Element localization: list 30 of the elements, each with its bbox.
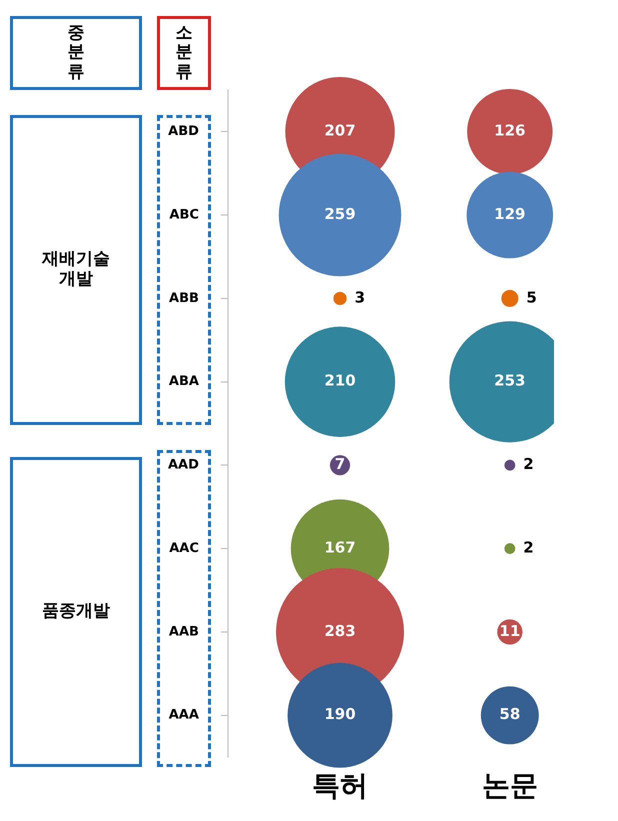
data-label: 283 (324, 622, 356, 640)
text: 품종개발 (42, 601, 110, 622)
category-label: AAA (168, 708, 199, 723)
category-label: AAD (168, 458, 200, 473)
category-label: AAC (169, 540, 199, 556)
data-label: 2 (523, 538, 534, 556)
data-label: 253 (494, 372, 526, 390)
data-label: 58 (499, 705, 520, 724)
category-label: ABC (169, 207, 199, 222)
data-label: 2 (523, 455, 534, 474)
text: 중분류 (66, 22, 86, 82)
data-label: 7 (334, 455, 346, 474)
text: 소분류 (174, 22, 194, 82)
category-label: ABB (169, 290, 199, 306)
data-label: 190 (324, 705, 356, 724)
category-label: ABD (168, 124, 200, 140)
data-label: 259 (324, 204, 356, 223)
data-label: 5 (526, 288, 537, 306)
series-label: 논문 (482, 769, 538, 802)
data-label: 3 (354, 288, 366, 306)
data-label: 126 (494, 122, 526, 140)
data-label: 167 (324, 538, 356, 556)
category-label: ABA (168, 374, 199, 390)
series-label: 특허 (312, 769, 368, 802)
data-label: 210 (324, 372, 356, 390)
category-label: AAB (168, 624, 199, 640)
text: 재배기술개발 (40, 249, 111, 290)
data-label: 11 (499, 622, 520, 640)
data-label: 207 (324, 122, 356, 140)
data-label: 129 (494, 204, 526, 223)
